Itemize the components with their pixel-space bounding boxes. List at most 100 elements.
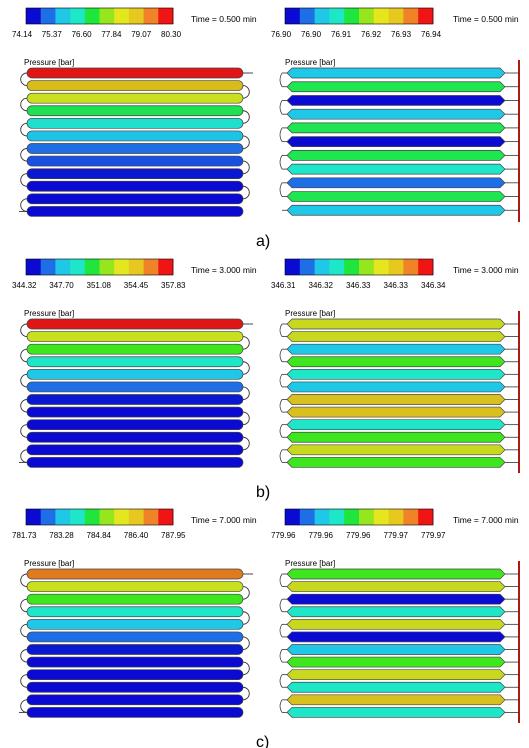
u-bend [20,122,28,137]
tube [26,394,244,405]
legend-swatch [329,8,345,24]
legend-swatch [84,509,100,525]
legend-swatch [99,509,115,525]
tube [286,656,506,668]
legend-tick-label: 76.91 [331,30,352,39]
u-bend [20,72,28,87]
legend-tick-label: 74.14 [12,30,33,39]
tube [26,431,244,443]
legend-swatch [403,509,419,525]
legend-tick-label: 346.31 [271,281,296,290]
u-bend [20,649,28,663]
legend-swatch [99,8,115,24]
tube [286,67,506,79]
legend-swatch [314,8,330,24]
bend [279,573,283,587]
legend-swatch [373,259,389,275]
legend-tick-label: 75.37 [42,30,63,39]
legend-swatch [158,259,174,275]
tube [26,206,244,217]
legend-tick-label: 357.83 [161,281,186,290]
legend-frame [25,258,174,276]
legend-tick-label: 351.08 [87,281,112,290]
quantity-label: Pressure [bar] [24,309,74,318]
bend [279,374,283,388]
color-legend-bar: 344.32 347.70 351.08 354.45 357.83 [12,258,186,290]
tube [286,136,506,147]
legend-swatch [143,8,159,24]
quantity-label: Pressure [bar] [285,559,335,568]
color-legend-bar: 781.73 783.28 784.84 786.40 787.95 [12,508,186,540]
legend-swatch [114,8,130,24]
u-bend [20,198,28,212]
legend-swatch [359,8,375,24]
tube [26,656,244,668]
tube [286,163,506,175]
legend-tick-label: 76.90 [271,30,292,39]
legend-swatch [55,509,71,525]
tube [286,694,506,706]
time-label: Time = 0.500 min [191,14,257,24]
tube [286,593,506,605]
legend-swatch [40,509,56,525]
tube [26,80,244,91]
time-label: Time = 7.000 min [191,515,257,525]
legend-swatch [388,8,404,24]
legend-swatch [403,259,419,275]
tube [26,331,244,342]
tube [26,193,244,205]
bend [279,72,283,87]
tube-connectors [279,561,520,723]
quantity-label: Pressure [bar] [285,309,335,318]
legend-swatch [26,259,42,275]
tube [26,419,244,431]
legend-swatch [40,259,56,275]
legend-swatch [299,509,315,525]
legend-tick-label: 77.84 [101,30,122,39]
u-bend [20,598,28,613]
legend-tick-label: 354.45 [124,281,149,290]
legend-swatch [143,509,159,525]
legend-swatch [55,8,71,24]
tube [26,631,244,643]
u-bend [20,674,28,688]
legend-tick-label: 779.97 [384,531,409,540]
tube [286,631,506,643]
legend-tick-label: 779.96 [309,531,334,540]
legend-tick-label: 346.32 [309,281,334,290]
tube [286,81,506,93]
bend [279,399,283,413]
tube [26,318,244,330]
bend [279,598,283,612]
bend [279,100,283,115]
tube [26,457,244,468]
tube [26,606,244,618]
legend-tick-label: 346.34 [421,281,446,290]
legend-swatch [314,509,330,525]
legend-swatch [99,259,115,275]
legend-tick-label: 76.92 [361,30,382,39]
u-bend [20,373,28,388]
u-bend [242,611,250,625]
bend [279,624,283,638]
u-bend [20,97,28,112]
tube [286,394,506,405]
tube [286,191,506,202]
tube-connectors [19,573,253,713]
legend-swatch [285,8,301,24]
legend-swatch [285,509,301,525]
legend-frame [284,7,434,25]
legend-swatch [114,259,130,275]
tube-connectors [279,60,520,222]
panel-1: 74.14 75.37 76.60 77.84 79.07 80.30 Time = 0.5… [12,7,520,250]
tube [26,143,244,154]
right-plot: 76.90 76.90 76.91 76.92 76.93 76.94 Time = 0.5… [271,7,520,222]
u-bend [20,348,28,363]
legend-tick-label: 80.30 [161,30,182,39]
tube [26,694,244,706]
color-legend-bar: 76.90 76.90 76.91 76.92 76.93 76.94 [271,7,442,39]
tube [286,431,506,443]
tube [26,681,244,693]
tube [286,150,506,161]
legend-swatch [344,509,360,525]
